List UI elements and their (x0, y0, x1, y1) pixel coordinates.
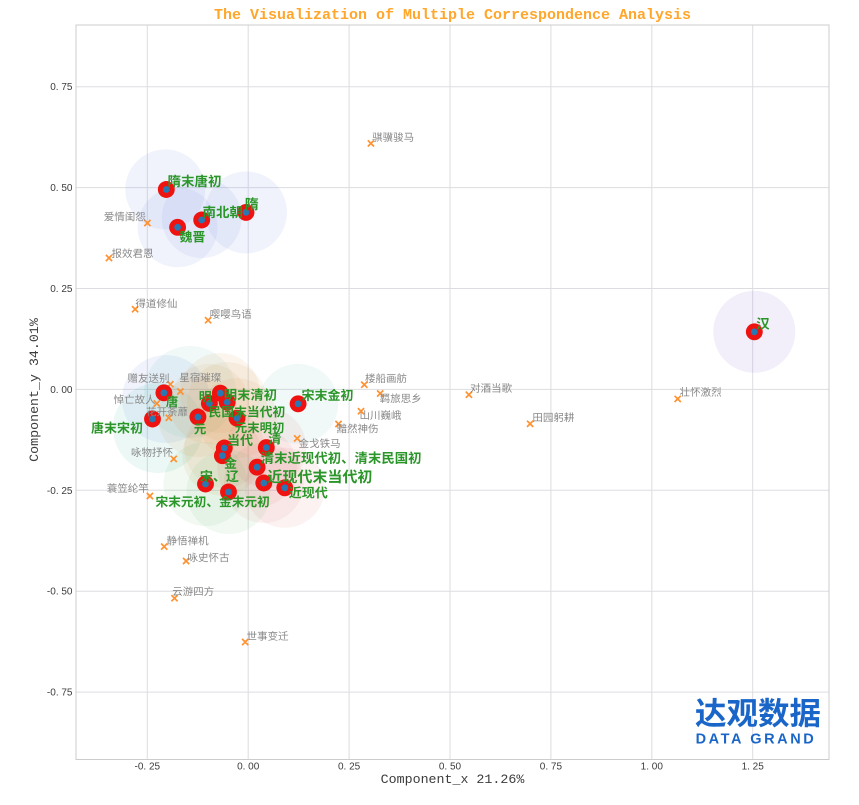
svg-text:-0. 25: -0. 25 (135, 762, 161, 773)
svg-text:-0. 75: -0. 75 (47, 688, 73, 699)
svg-text:0. 75: 0. 75 (50, 82, 73, 93)
svg-text:-0. 25: -0. 25 (47, 486, 73, 497)
svg-text:Component_x 21.26%: Component_x 21.26% (381, 772, 525, 787)
svg-text:1. 25: 1. 25 (742, 762, 765, 773)
svg-text:0. 00: 0. 00 (50, 385, 73, 396)
svg-text:The Visualization of Multiple: The Visualization of Multiple Correspond… (214, 7, 691, 24)
svg-text:0. 25: 0. 25 (50, 284, 73, 295)
svg-text:0. 50: 0. 50 (50, 183, 73, 194)
svg-text:0. 00: 0. 00 (237, 762, 260, 773)
svg-text:Component_y 34.01%: Component_y 34.01% (27, 318, 42, 462)
svg-text:0. 50: 0. 50 (439, 762, 462, 773)
svg-text:0. 25: 0. 25 (338, 762, 361, 773)
svg-text:-0. 50: -0. 50 (47, 587, 73, 598)
svg-text:DATA GRAND: DATA GRAND (696, 732, 817, 748)
svg-text:1. 00: 1. 00 (641, 762, 664, 773)
svg-text:0. 75: 0. 75 (540, 762, 563, 773)
